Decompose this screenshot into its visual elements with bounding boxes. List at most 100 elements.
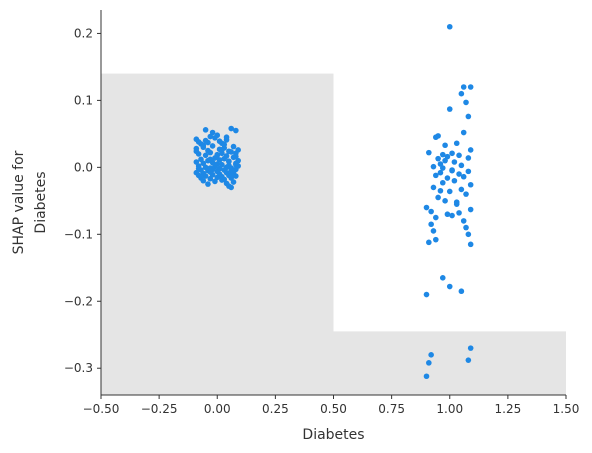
x-ticks: −0.50 −0.25 0.00 0.25 0.50 0.75 1.00 1.25 1.50 (83, 395, 580, 416)
data-point (433, 236, 439, 243)
data-point (446, 283, 453, 290)
data-point (433, 172, 439, 179)
data-point (439, 165, 446, 171)
data-point (230, 143, 237, 150)
data-point (446, 188, 453, 195)
data-point (221, 141, 228, 148)
x-tick-label: 1.25 (495, 402, 522, 416)
data-point (233, 127, 239, 134)
data-point (442, 198, 448, 204)
data-point (214, 152, 221, 159)
data-point (449, 212, 455, 219)
background-region-0 (101, 73, 334, 395)
data-point (233, 150, 239, 157)
data-point (228, 184, 234, 191)
data-point (423, 204, 430, 211)
data-point (202, 127, 209, 133)
data-point (428, 221, 434, 228)
data-point (439, 151, 446, 158)
data-point (223, 134, 230, 141)
data-point (444, 175, 451, 181)
data-point (467, 206, 474, 213)
data-point (426, 360, 432, 366)
data-point (467, 345, 474, 351)
data-point (463, 99, 469, 106)
data-point (212, 178, 218, 185)
background-regions (101, 73, 566, 395)
data-point (456, 171, 462, 177)
data-point (423, 373, 430, 380)
data-point (458, 186, 465, 193)
data-point (437, 187, 444, 194)
data-point (442, 142, 448, 149)
data-point (453, 140, 460, 147)
y-tick-label: 0.2 (74, 26, 93, 40)
data-point (435, 155, 441, 162)
data-point (465, 113, 472, 120)
data-point (456, 210, 462, 216)
data-point (465, 168, 472, 175)
data-point (433, 134, 439, 141)
data-point (465, 231, 472, 238)
data-point (467, 241, 474, 248)
data-point (463, 224, 469, 231)
data-point (460, 129, 467, 136)
data-point (200, 142, 207, 149)
data-point (207, 175, 214, 182)
y-tick-label: −0.2 (64, 294, 93, 308)
data-point (219, 147, 225, 153)
data-point (228, 172, 234, 179)
data-point (230, 179, 237, 185)
data-point (439, 275, 446, 281)
data-point (446, 23, 453, 30)
y-tick-label: −0.3 (64, 361, 93, 375)
data-point (433, 214, 439, 221)
data-point (205, 139, 211, 146)
y-axis-title-line-1: SHAP value for (11, 150, 27, 254)
data-point (460, 218, 467, 224)
data-point (233, 161, 239, 168)
data-point (456, 152, 462, 159)
data-point (439, 179, 446, 186)
data-point (228, 149, 234, 155)
y-tick-label: 0.0 (74, 160, 93, 174)
data-point (467, 84, 474, 90)
x-tick-label: 1.50 (553, 402, 580, 416)
data-point (437, 169, 444, 176)
data-point (435, 194, 441, 201)
data-point (446, 106, 453, 112)
data-point (219, 177, 225, 183)
x-axis-title: Diabetes (302, 427, 364, 443)
y-tick-label: 0.1 (74, 93, 93, 107)
data-point (451, 177, 458, 184)
data-point (209, 143, 216, 149)
data-point (202, 152, 209, 159)
y-axis-title-line-2: Diabetes (33, 171, 49, 233)
data-point (458, 162, 465, 169)
scatter-points (193, 23, 474, 380)
x-tick-label: 0.25 (262, 402, 289, 416)
data-point (202, 173, 209, 179)
data-point (228, 125, 234, 132)
data-point (426, 149, 432, 156)
data-point (214, 132, 221, 139)
data-point (226, 158, 232, 165)
data-point (458, 288, 465, 295)
data-point (221, 155, 228, 162)
data-point (460, 173, 467, 180)
data-point (467, 147, 474, 153)
x-tick-label: 0.50 (320, 402, 347, 416)
data-point (428, 352, 434, 358)
data-point (195, 165, 202, 172)
data-point (430, 163, 437, 170)
x-tick-label: −0.50 (83, 402, 120, 416)
data-point (430, 228, 437, 234)
data-point (216, 138, 223, 145)
data-point (451, 159, 458, 165)
data-point (423, 291, 430, 298)
data-point (426, 239, 432, 246)
x-tick-label: 0.75 (378, 402, 405, 416)
data-point (465, 357, 472, 363)
x-tick-label: 1.00 (436, 402, 463, 416)
